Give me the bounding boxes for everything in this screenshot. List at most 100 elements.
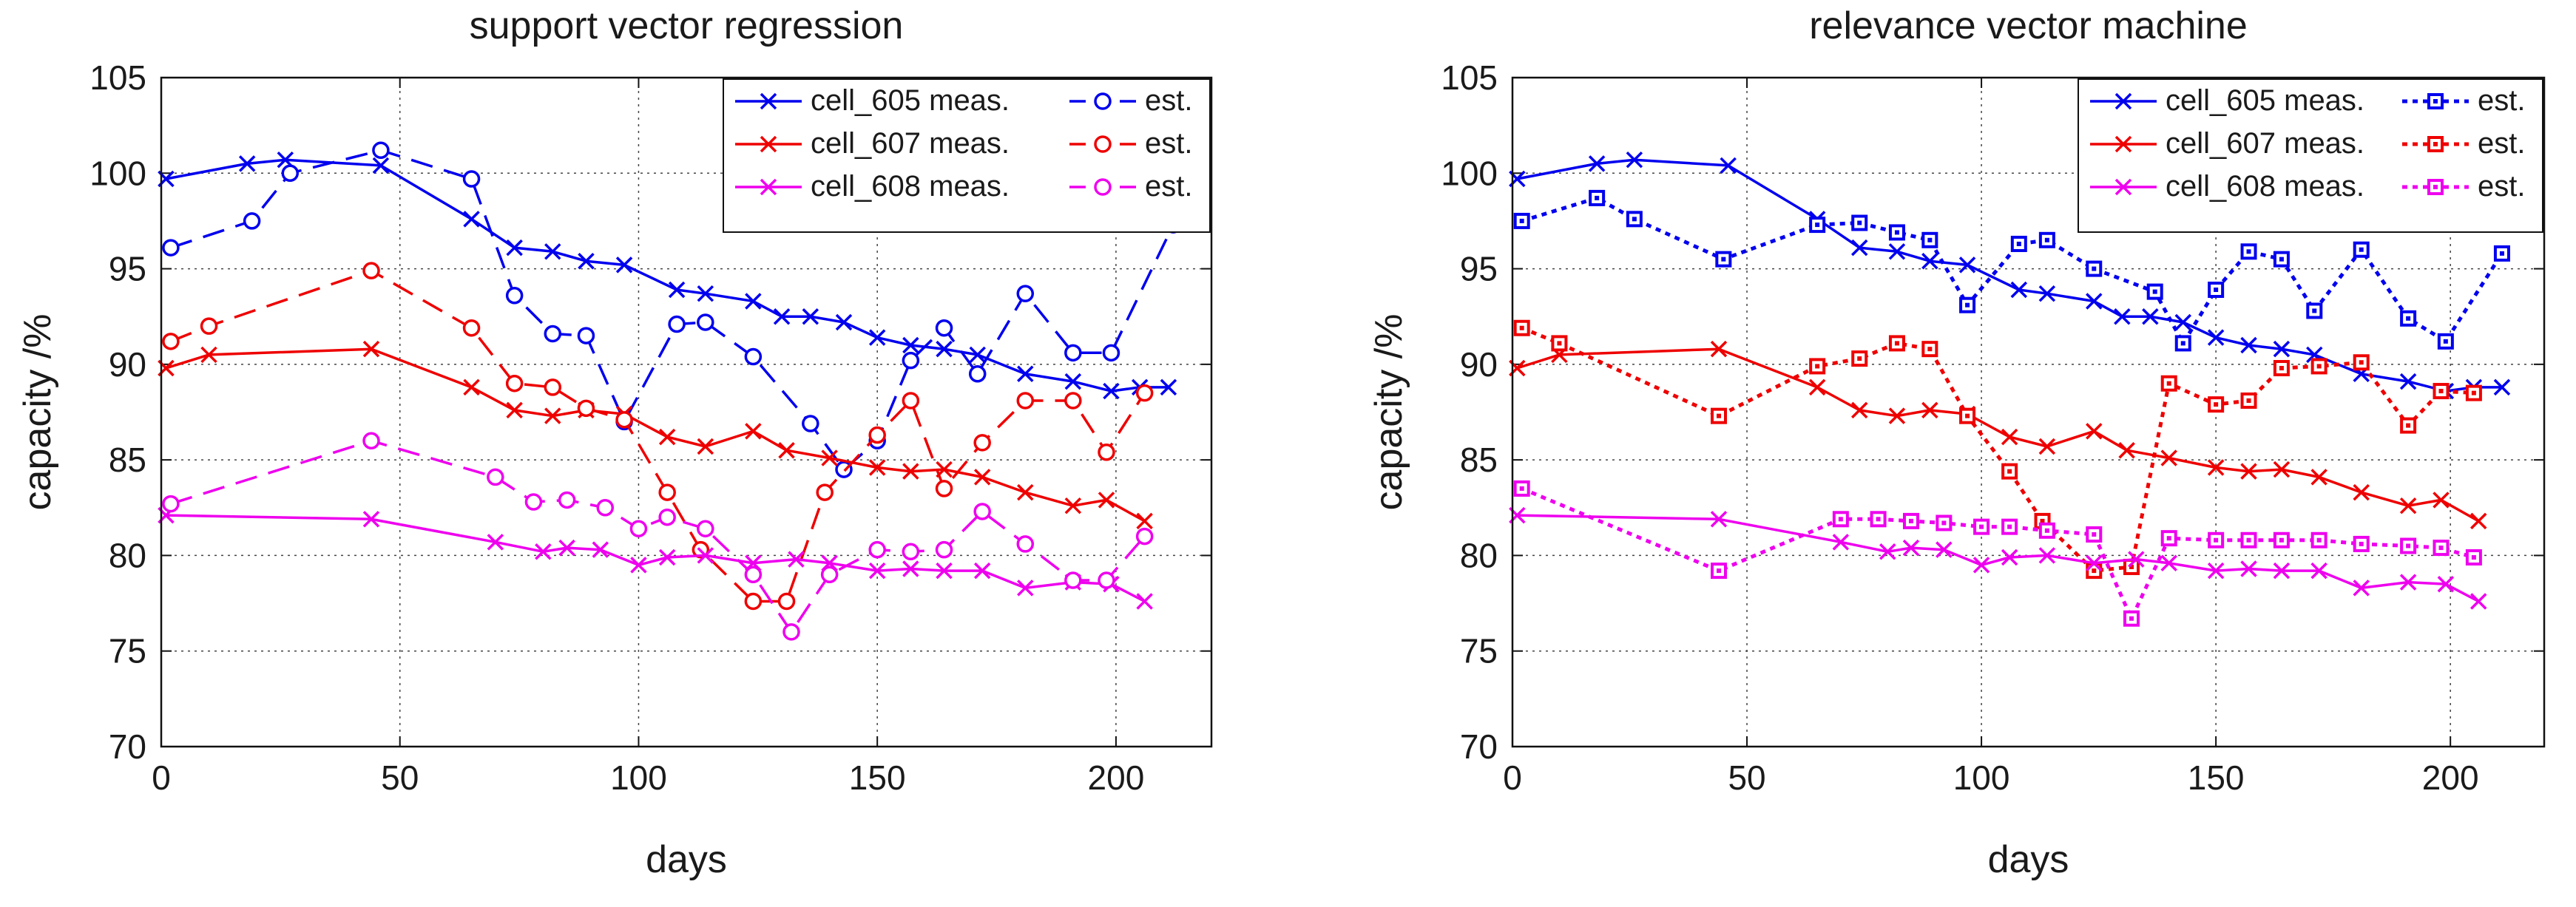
data-point <box>936 340 953 358</box>
legend: cell_605 meas. est. cell_607 meas. est. cell… <box>2078 78 2543 233</box>
data-point <box>2160 530 2177 547</box>
legend-marker <box>1094 178 1112 196</box>
data-point <box>1136 593 1153 610</box>
data-point <box>2400 310 2417 327</box>
data-point <box>2207 562 2225 580</box>
data-point <box>1850 239 1868 257</box>
data-point <box>2086 423 2103 440</box>
legend-label: est. <box>2478 84 2525 117</box>
data-point <box>2469 593 2487 610</box>
data-point <box>2010 235 2027 252</box>
x-tick-label: 100 <box>1953 758 2010 797</box>
data-point <box>2240 560 2257 577</box>
data-point <box>2400 417 2417 434</box>
data-point <box>463 211 480 228</box>
data-point <box>2273 360 2290 377</box>
data-point <box>745 423 762 440</box>
legend-marker <box>2427 93 2444 109</box>
legend-label: cell_605 meas. <box>811 84 1010 117</box>
series-cell-607-est <box>162 262 1154 611</box>
data-point <box>697 313 714 331</box>
data-point <box>2038 438 2056 455</box>
data-point <box>577 399 595 418</box>
data-point <box>2001 463 2018 480</box>
data-point <box>2208 396 2225 413</box>
data-point <box>658 483 676 501</box>
y-tick-label: 70 <box>109 727 146 766</box>
x-tick-label: 50 <box>381 758 419 797</box>
legend-marker <box>2114 135 2132 153</box>
data-point <box>2493 245 2510 262</box>
data-point <box>2433 383 2450 400</box>
data-point <box>1973 518 1990 535</box>
data-point <box>1135 384 1154 402</box>
data-point <box>778 441 795 459</box>
legend-box <box>723 78 1211 233</box>
data-point <box>1809 358 1826 375</box>
data-point <box>577 327 595 344</box>
data-point <box>2123 610 2140 627</box>
legend-entry-cell-608-meas: cell_608 meas. <box>2090 170 2364 203</box>
series-cell-608-meas <box>1509 506 2487 610</box>
legend-marker <box>2114 178 2132 196</box>
data-point <box>802 415 819 432</box>
data-point <box>1958 257 1976 274</box>
data-point <box>506 401 523 419</box>
data-point <box>658 508 676 526</box>
x-tick-label: 50 <box>1728 758 1765 797</box>
data-point <box>973 469 991 486</box>
legend-entry-cell-608-est: est. <box>1069 170 1192 203</box>
data-point <box>2433 492 2450 509</box>
data-point <box>1098 492 1115 509</box>
data-point <box>1959 296 1976 313</box>
data-point <box>1879 543 1896 560</box>
legend-label: cell_608 meas. <box>811 170 1010 203</box>
data-point <box>1888 243 1906 260</box>
legend-label: cell_607 meas. <box>811 127 1010 160</box>
data-point <box>2010 281 2028 299</box>
data-point <box>629 520 648 537</box>
data-point <box>935 480 953 497</box>
data-point <box>1851 350 1868 367</box>
data-point <box>973 562 991 580</box>
data-point <box>658 428 676 446</box>
data-point <box>2086 293 2103 310</box>
data-point <box>902 560 919 577</box>
y-tick-label: 95 <box>1460 250 1498 288</box>
data-point <box>2001 518 2018 535</box>
data-point <box>1064 373 1082 390</box>
y-tick-label: 70 <box>1460 727 1498 766</box>
x-tick-label: 0 <box>1503 758 1522 797</box>
data-point <box>2353 483 2370 501</box>
series-line-cell-605-est <box>170 149 1174 471</box>
data-point <box>1135 527 1154 546</box>
series-cell-608-est <box>1513 480 2482 627</box>
y-tick-label: 100 <box>1441 154 1498 192</box>
data-point <box>2310 531 2327 548</box>
data-point <box>2310 562 2327 580</box>
data-point <box>782 623 800 641</box>
y-tick-label: 105 <box>1441 58 1498 97</box>
data-point <box>745 293 762 310</box>
data-point <box>1588 155 1606 172</box>
y-tick-label: 95 <box>109 250 146 288</box>
data-point <box>2160 554 2177 572</box>
data-point <box>362 432 380 450</box>
data-point <box>505 287 524 305</box>
data-point <box>658 548 676 566</box>
x-tick-label: 150 <box>849 758 906 797</box>
data-point <box>697 547 714 564</box>
data-point <box>630 557 647 574</box>
data-point <box>2310 358 2327 375</box>
chart-title: relevance vector machine <box>1809 4 2248 47</box>
data-point <box>2465 384 2482 401</box>
data-point <box>777 592 796 611</box>
data-point <box>2086 554 2103 572</box>
data-point <box>1888 335 1905 352</box>
legend-marker <box>1094 135 1112 153</box>
legend-marker <box>1094 92 1112 110</box>
chart-panel-relevance-vector-machine: relevance vector machine 0 50 100 150 200 70 75… <box>1368 4 2546 881</box>
data-point <box>2207 329 2225 346</box>
data-point <box>2353 580 2370 597</box>
chart-panel-support-vector-regression: support vector regression 0 50 100 150 200 70 7… <box>16 4 1213 881</box>
